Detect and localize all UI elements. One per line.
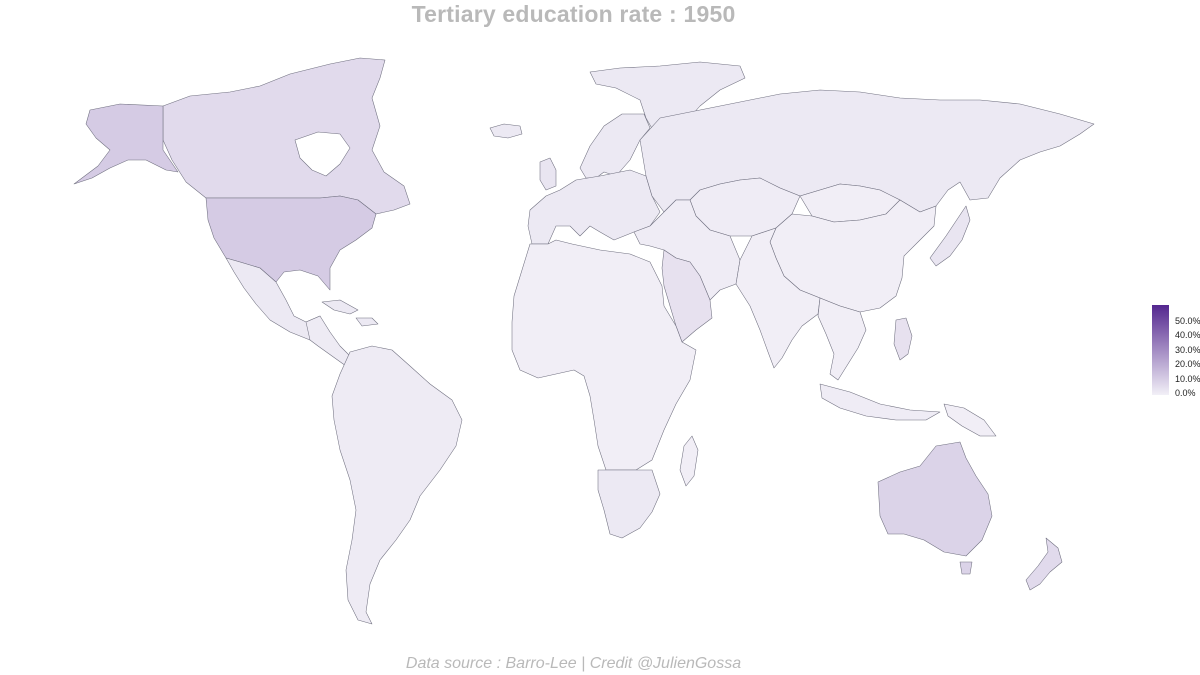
- region-africa: [511, 239, 697, 471]
- region-madagascar: [679, 435, 699, 487]
- region-australia: [877, 441, 993, 557]
- region-southeast-asia: [817, 297, 867, 381]
- legend-tick-label: 30.0%: [1175, 345, 1200, 355]
- region-caribbean: [355, 317, 379, 327]
- legend-tick-label: 0.0%: [1175, 388, 1196, 398]
- legend-tick-label: 50.0%: [1175, 316, 1200, 326]
- region-united-states: [205, 195, 377, 291]
- color-legend: 50.0% 40.0% 30.0% 20.0% 10.0% 0.0%: [1151, 305, 1200, 398]
- hudson-bay: [294, 131, 351, 177]
- region-papua-new-guinea: [943, 403, 997, 437]
- region-indonesia: [819, 383, 941, 421]
- region-japan: [929, 205, 971, 267]
- region-united-kingdom: [539, 157, 557, 191]
- region-canada: [162, 57, 411, 215]
- region-new-zealand: [1025, 537, 1063, 591]
- source-caption: Data source : Barro-Lee | Credit @Julien…: [405, 655, 742, 672]
- legend-gradient-bar: [1152, 305, 1169, 395]
- region-saudi-arabia: [661, 249, 713, 343]
- region-southern-africa: [597, 469, 661, 539]
- region-tasmania: [959, 561, 973, 575]
- chart-title: Tertiary education rate : 1950: [411, 1, 736, 27]
- region-scandinavia: [579, 113, 651, 179]
- legend-tick-label: 40.0%: [1175, 330, 1200, 340]
- region-cuba: [321, 299, 359, 315]
- legend-tick-label: 10.0%: [1175, 374, 1200, 384]
- region-philippines: [893, 317, 913, 361]
- legend-tick-label: 20.0%: [1175, 359, 1200, 369]
- region-south-america: [331, 345, 463, 625]
- region-alaska: [73, 103, 179, 185]
- region-iceland: [489, 123, 523, 139]
